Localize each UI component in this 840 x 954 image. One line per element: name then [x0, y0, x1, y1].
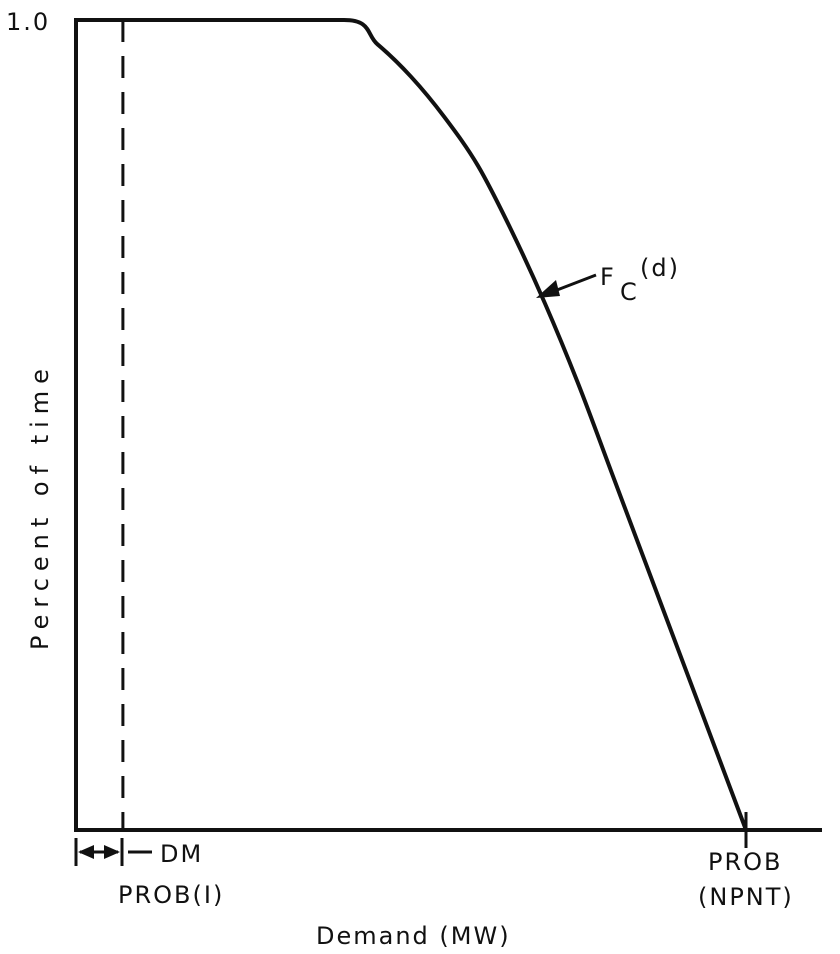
dm-arrow-left — [78, 845, 94, 859]
curve-label-argument: (d) — [640, 254, 680, 282]
dm-arrow-right — [104, 845, 120, 859]
x-axis-title: Demand (MW) — [316, 922, 511, 950]
curve-label-arrowhead — [536, 280, 560, 298]
x-end-label-line2: (NPNT) — [698, 883, 794, 911]
curve-label-main: F — [600, 263, 616, 291]
x-end-label-line1: PROB — [708, 848, 783, 876]
fc-curve — [76, 18, 748, 831]
curve-annotation: F C (d) — [536, 254, 680, 306]
y-tick-label-top: 1.0 — [6, 8, 50, 36]
y-axis-title: Percent of time — [26, 362, 54, 650]
dm-label: DM — [160, 840, 203, 868]
x-start-label: PROB(I) — [118, 881, 224, 909]
curve-label-subscript: C — [620, 278, 639, 306]
dm-marker: DM — [74, 838, 203, 868]
